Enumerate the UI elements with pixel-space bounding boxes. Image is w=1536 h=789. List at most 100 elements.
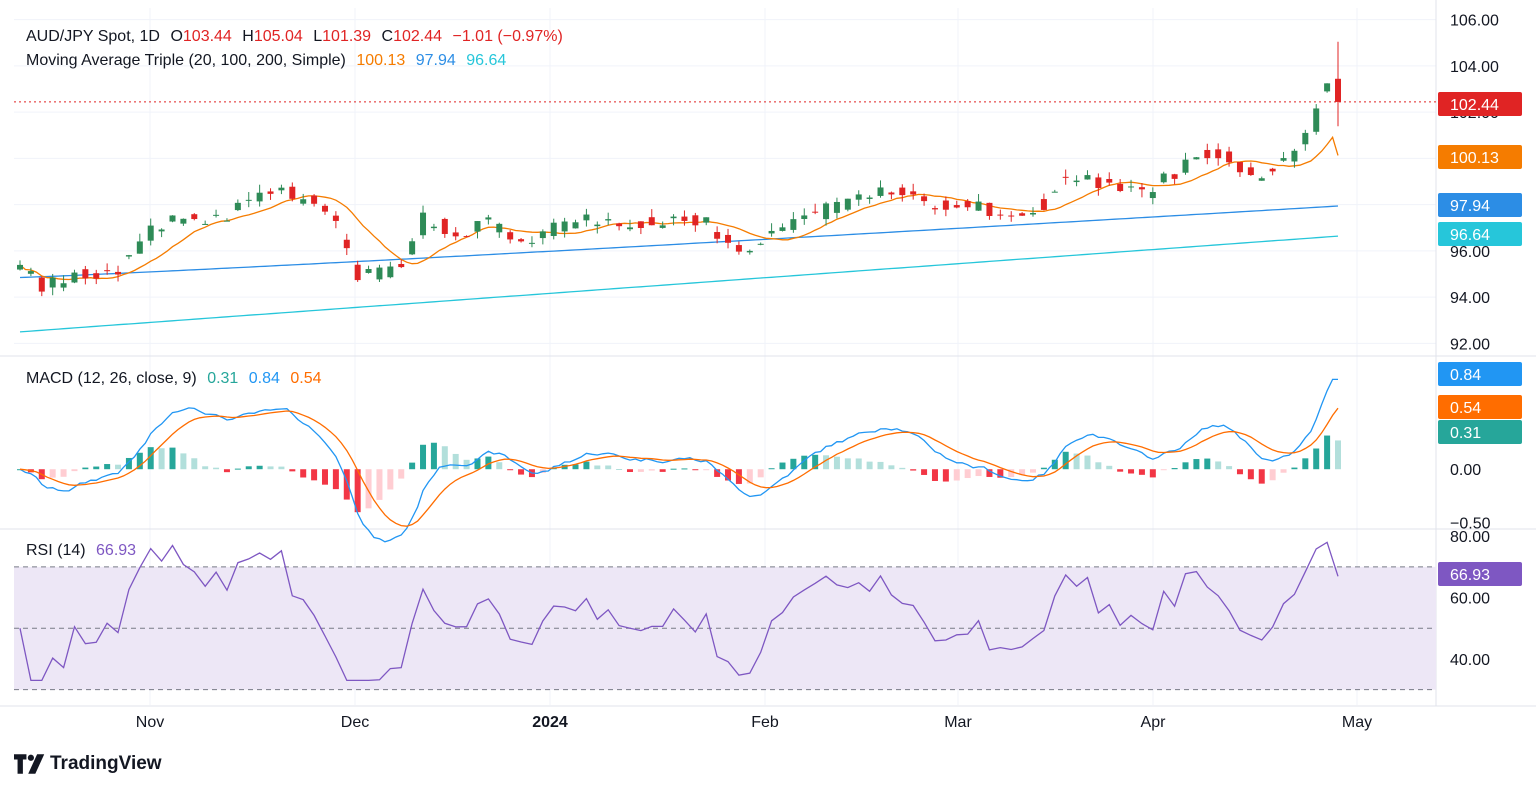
candle-body [234, 202, 241, 211]
macd-hist-bar [1258, 469, 1265, 484]
macd-hist-bar [583, 461, 590, 470]
candle-body [485, 217, 492, 220]
time-tick-label: Dec [341, 714, 369, 731]
macd-hist-bar [757, 469, 764, 478]
candles [17, 41, 1341, 297]
macd-hist-bar [768, 468, 775, 470]
candle-body [1258, 178, 1265, 181]
macd-hist-bar [485, 456, 492, 470]
price-label-text: 100.13 [1450, 150, 1499, 167]
candle-body [49, 277, 56, 288]
macd-hist-bar [169, 447, 176, 470]
macd-hist-bar [790, 458, 797, 470]
candle-body [452, 232, 459, 237]
candle-body [714, 232, 721, 239]
candle-body [670, 216, 677, 219]
macd-hist-bar [1084, 455, 1091, 470]
macd-hist-bar [1302, 458, 1309, 470]
price-tick-label: 104.00 [1450, 59, 1499, 76]
candle-body [1335, 78, 1341, 102]
macd-hist-bar [866, 461, 873, 470]
macd-hist-bar [1193, 459, 1200, 470]
macd-hist-bar [71, 469, 78, 472]
macd-hist-bar [125, 457, 132, 470]
candle-body [420, 212, 427, 236]
candle-body [921, 196, 928, 202]
candle-body [27, 271, 34, 274]
macd-hist-bar [278, 466, 285, 470]
candle-body [104, 270, 111, 272]
macd-value-label-bg [1438, 395, 1522, 419]
macd-hist-bar [300, 469, 307, 478]
macd-hist-bar [60, 469, 67, 477]
macd-hist-bar [223, 469, 230, 473]
macd-hist-bar [1324, 435, 1331, 470]
macd-hist-bar [735, 469, 742, 484]
rsi-legend: RSI (14) 66.93 [26, 542, 142, 560]
candle-body [768, 230, 775, 234]
candle-body [507, 232, 514, 240]
candle-body [474, 221, 481, 232]
macd-hist-bar [332, 469, 339, 490]
macd-hist-bar [899, 467, 906, 470]
macd-hist-bar [910, 469, 917, 471]
price-label: 100.13 [1438, 145, 1522, 169]
candle-body [1128, 186, 1135, 188]
candle-body [496, 223, 503, 233]
price-tick-label: 94.00 [1450, 290, 1490, 307]
macd-hist-bar [1204, 458, 1211, 470]
macd-hist-bar [1149, 469, 1156, 478]
candle-body [997, 214, 1004, 216]
candle-body [1030, 212, 1037, 215]
candle-body [1226, 151, 1233, 163]
candle-body [398, 263, 405, 268]
ma100-value: 97.94 [415, 52, 456, 69]
macd-value-label-text: 0.31 [1450, 425, 1481, 442]
rsi-value-label: 66.93 [1438, 562, 1522, 586]
candle-body [801, 215, 808, 219]
macd-hist-bar [1313, 448, 1320, 470]
candle-body [278, 187, 285, 191]
macd-value-label: 0.84 [1438, 362, 1522, 386]
macd-hist-bar [1019, 469, 1026, 476]
macd-hist-bar [855, 458, 862, 470]
macd-hist-bar [441, 446, 448, 470]
candle-body [637, 221, 644, 229]
candle-body [17, 264, 23, 270]
candle-body [1215, 149, 1222, 159]
candle-body [60, 283, 67, 288]
macd-hist-bar [616, 469, 623, 471]
macd-hist-bar [833, 456, 840, 470]
macd-hist-bar [518, 469, 525, 475]
macd-hist-bar [725, 469, 732, 481]
candle-body [1324, 83, 1331, 92]
macd-hist-bar [942, 469, 949, 482]
macd-hist-bar [158, 448, 165, 470]
tradingview-brand[interactable]: TradingView [14, 753, 162, 775]
macd-hist-bar [93, 466, 100, 470]
candle-body [1095, 177, 1102, 188]
candle-body [616, 223, 623, 227]
macd-hist-bar [714, 469, 721, 477]
macd-hist-bar [1062, 451, 1069, 470]
macd-hist-bar [812, 454, 819, 470]
candle-body [311, 195, 318, 204]
macd-hist-bar [1335, 440, 1341, 470]
macd-hist-bar [844, 458, 851, 470]
candle-body [986, 202, 993, 216]
macd-hist-bar [692, 469, 699, 471]
macd-hist-bar [136, 452, 143, 470]
change-value: −1.01 (−0.97%) [452, 28, 563, 45]
tradingview-logo-icon [14, 754, 45, 774]
macd-tick-label: −0.50 [1450, 516, 1491, 533]
macd-hist-bar [1280, 469, 1287, 473]
macd-hist-bar [1215, 461, 1222, 470]
rsi-value: 66.93 [96, 542, 137, 559]
macd-hist-bar [1236, 469, 1243, 475]
candle-body [1051, 191, 1058, 193]
symbol-title: AUD/JPY Spot, 1D [26, 28, 160, 45]
candle-body [38, 277, 45, 292]
macd-hist-bar [1247, 469, 1254, 480]
macd-hist-bar [594, 465, 601, 470]
